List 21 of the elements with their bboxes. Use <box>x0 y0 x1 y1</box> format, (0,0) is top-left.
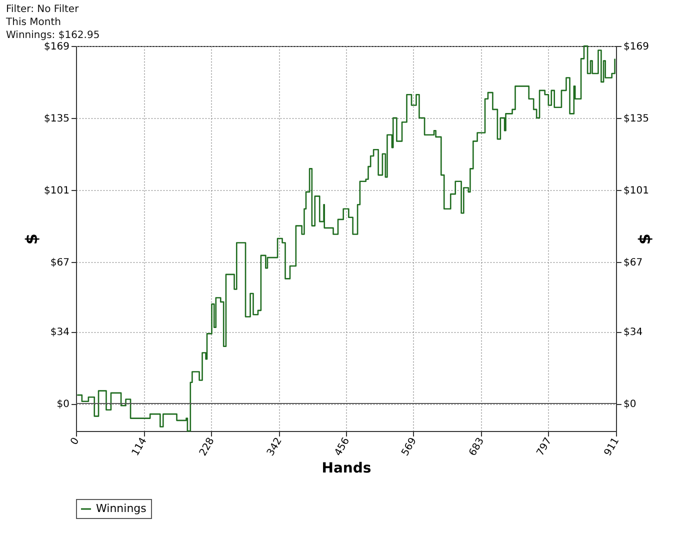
y-axis-title: $ <box>22 233 42 245</box>
y2-tick-label: $34 <box>624 327 643 338</box>
y2-tick-label: $169 <box>624 42 649 52</box>
legend-label: Winnings <box>96 502 147 515</box>
y2-tick-label: $67 <box>624 257 643 268</box>
y-tick-label: $67 <box>50 257 70 268</box>
y-tick-label: $135 <box>44 113 70 124</box>
x-tick-label: 911 <box>602 436 622 458</box>
y2-tick-label: $0 <box>624 399 636 410</box>
text: Winnings: $162.95 <box>6 30 100 41</box>
y2-tick-label: $135 <box>624 113 649 124</box>
text: Filter: No Filter <box>6 4 80 15</box>
x-tick-label: 0 <box>68 436 82 448</box>
x-axis-title: Hands <box>322 460 372 477</box>
y-tick-label: $169 <box>44 42 70 52</box>
text: This Month <box>5 17 61 28</box>
y2-tick-label: $101 <box>624 185 649 196</box>
y-tick-label: $34 <box>50 327 70 338</box>
y-tick-label: $0 <box>56 399 70 410</box>
y-tick-label: $101 <box>44 185 70 196</box>
y2-axis-title: $ <box>634 233 654 245</box>
